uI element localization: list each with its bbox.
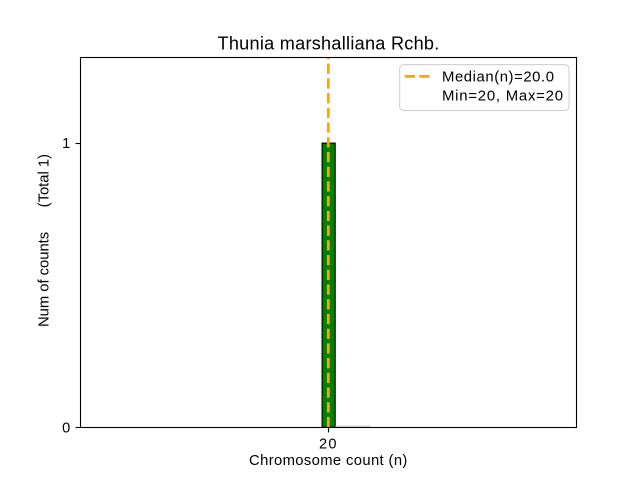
svg-text:Num of counts (Total 1): Num of counts (Total 1) (37, 154, 53, 327)
svg-text:Min=20, Max=20: Min=20, Max=20 (442, 88, 563, 104)
svg-text:Median(n)=20.0: Median(n)=20.0 (442, 70, 554, 86)
svg-text:Chromosome count (n): Chromosome count (n) (249, 453, 407, 469)
svg-text:0: 0 (62, 421, 70, 437)
svg-text:Thunia marshalliana Rchb.: Thunia marshalliana Rchb. (218, 33, 440, 53)
svg-text:1: 1 (62, 136, 70, 152)
svg-text:20: 20 (319, 436, 337, 452)
